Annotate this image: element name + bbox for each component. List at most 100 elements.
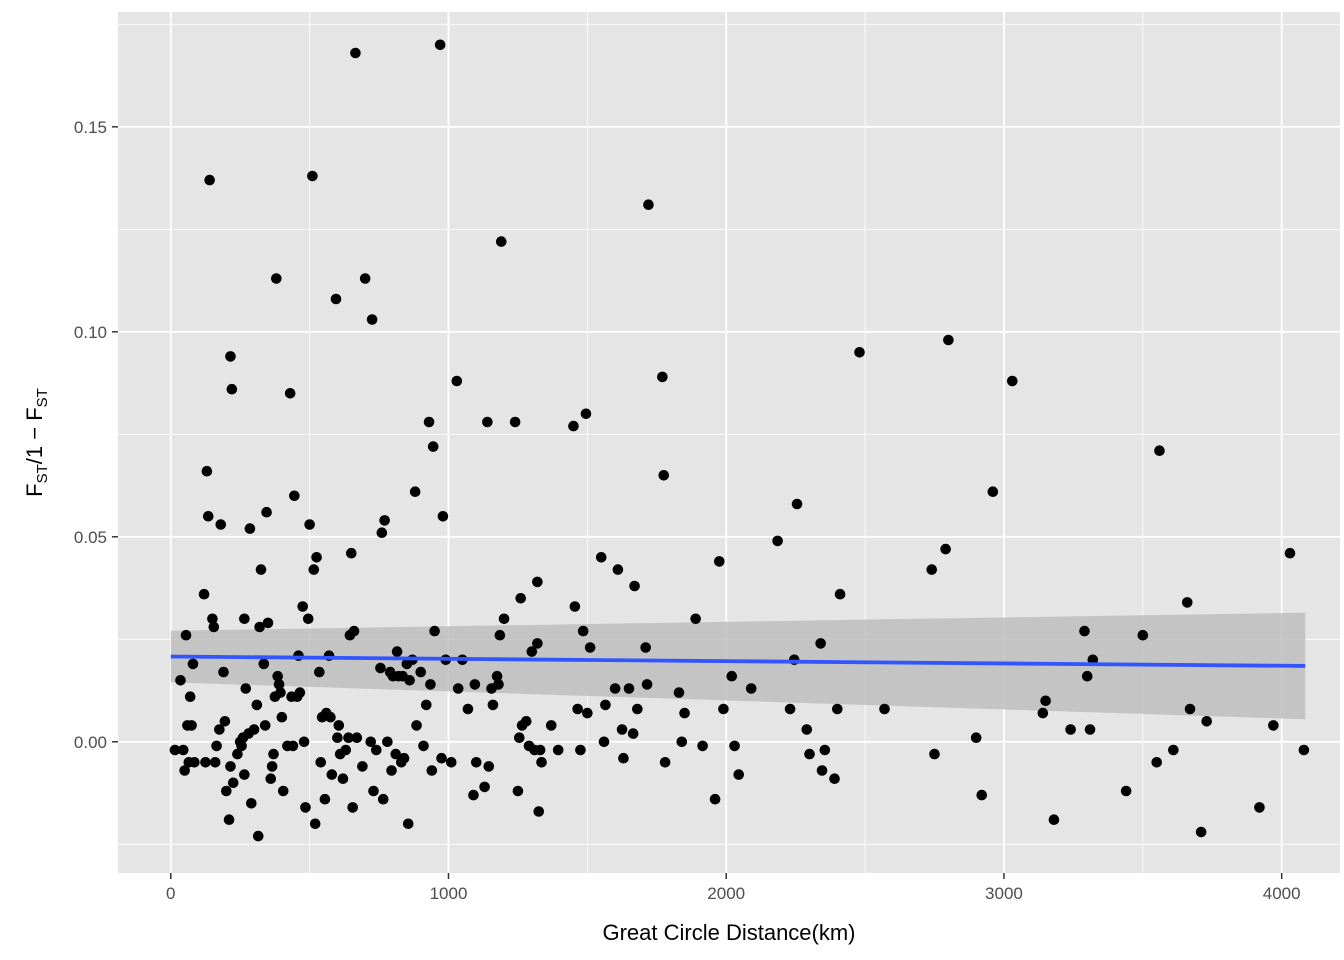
data-point <box>943 334 954 346</box>
data-point <box>211 740 222 752</box>
data-point <box>462 703 474 715</box>
data-point <box>425 679 436 690</box>
data-point <box>1184 703 1196 715</box>
data-point <box>386 765 397 776</box>
data-point <box>709 793 721 805</box>
data-point <box>402 818 414 830</box>
data-point <box>244 523 256 534</box>
x-tick-label: 3000 <box>985 884 1023 903</box>
data-point <box>198 588 210 600</box>
data-point <box>832 703 843 715</box>
data-point <box>1154 445 1165 457</box>
data-point <box>254 621 265 633</box>
y-axis-title-subscript: ST <box>34 464 51 483</box>
data-point <box>1120 785 1132 797</box>
data-point <box>493 679 504 690</box>
data-point <box>202 511 214 522</box>
data-point <box>427 441 439 452</box>
data-point <box>804 748 815 760</box>
data-point <box>676 736 688 748</box>
data-point <box>350 47 361 59</box>
data-point <box>819 744 831 756</box>
data-point <box>1168 744 1179 756</box>
data-point <box>600 699 611 711</box>
data-point <box>252 830 264 842</box>
data-point <box>1151 757 1162 768</box>
data-point <box>239 613 250 625</box>
x-tick-label: 2000 <box>707 884 745 903</box>
data-point <box>248 724 260 735</box>
data-point <box>415 666 427 678</box>
data-point <box>545 720 557 731</box>
data-point <box>348 625 360 637</box>
data-point <box>258 658 270 670</box>
data-point <box>366 314 378 325</box>
data-point <box>302 613 314 625</box>
x-tick-label: 1000 <box>430 884 468 903</box>
data-point <box>929 748 940 760</box>
data-point <box>311 552 322 563</box>
data-point <box>629 580 640 592</box>
data-point <box>298 736 310 748</box>
data-point <box>514 732 525 743</box>
data-point <box>319 793 331 805</box>
data-point <box>215 519 227 530</box>
data-point <box>289 490 300 502</box>
data-point <box>186 720 197 731</box>
data-point <box>325 711 336 723</box>
data-point <box>829 773 840 784</box>
y-tick-label: 0.05 <box>74 528 107 547</box>
data-point <box>926 564 938 575</box>
data-point <box>643 199 654 210</box>
data-point <box>1006 375 1018 387</box>
data-point <box>1181 597 1193 608</box>
data-point <box>940 543 951 555</box>
data-point <box>284 388 296 399</box>
data-point <box>532 576 543 588</box>
data-point <box>379 515 390 526</box>
data-point <box>552 744 564 756</box>
data-point <box>277 785 289 797</box>
data-point <box>436 752 447 764</box>
data-point <box>532 638 543 649</box>
data-point <box>512 785 524 797</box>
data-point <box>816 765 828 776</box>
data-point <box>297 601 308 612</box>
data-point <box>1298 744 1310 756</box>
data-point <box>568 420 579 432</box>
data-point <box>429 625 440 637</box>
data-point <box>411 720 422 731</box>
data-point <box>577 625 589 637</box>
data-point <box>534 744 546 756</box>
data-point <box>470 757 482 768</box>
data-point <box>382 736 393 748</box>
data-point <box>1065 724 1076 735</box>
data-point <box>659 757 671 768</box>
data-point <box>726 670 738 682</box>
data-point <box>745 683 757 694</box>
data-point <box>536 757 547 768</box>
data-point <box>226 383 238 395</box>
data-point <box>208 621 220 633</box>
data-point <box>214 724 225 735</box>
x-tick-label: 0 <box>166 884 175 903</box>
data-point <box>1048 814 1060 825</box>
y-axis-title-symbol: F <box>22 483 47 496</box>
data-point <box>1195 826 1207 838</box>
data-point <box>376 527 388 538</box>
data-point <box>337 773 349 784</box>
data-point <box>307 170 318 182</box>
data-point <box>1037 707 1049 719</box>
fit-line <box>170 654 1306 668</box>
data-point <box>452 683 464 694</box>
data-point <box>240 683 252 694</box>
data-point <box>184 691 196 702</box>
data-point <box>272 670 283 682</box>
data-point <box>641 679 653 690</box>
data-point <box>658 470 670 481</box>
data-point <box>801 724 813 735</box>
data-point <box>616 724 628 735</box>
data-point <box>340 744 352 756</box>
data-point <box>365 736 377 748</box>
data-point <box>791 498 803 510</box>
